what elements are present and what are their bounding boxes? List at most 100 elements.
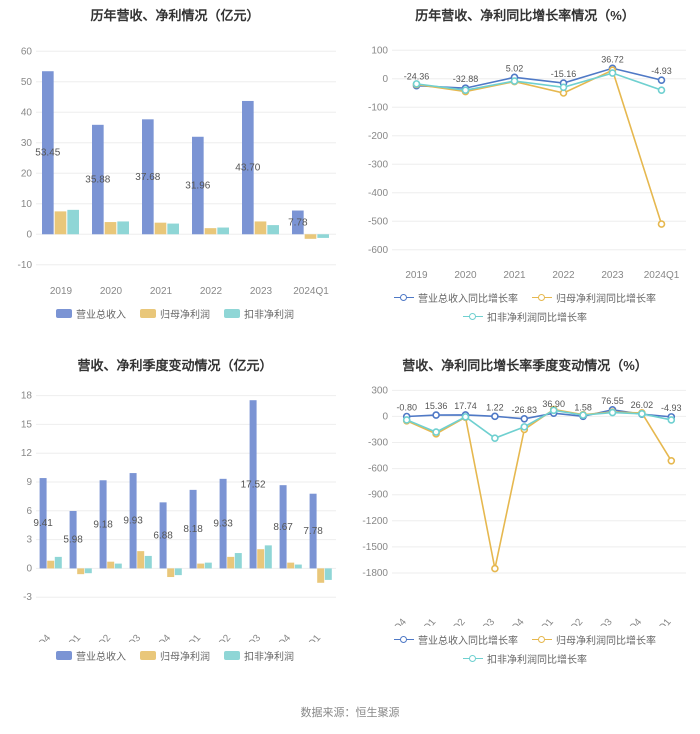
- svg-text:1.22: 1.22: [486, 402, 504, 412]
- svg-text:17.74: 17.74: [454, 401, 477, 411]
- panel-annual-growth: 历年营收、净利同比增长率情况（%） -600-500-400-300-200-1…: [350, 0, 700, 350]
- legend: 营业总收入同比增长率 归母净利润同比增长率扣非净利润同比增长率: [356, 626, 694, 668]
- svg-text:60: 60: [21, 46, 33, 57]
- svg-text:15: 15: [21, 419, 33, 430]
- legend-item: 归母净利润同比增长率: [532, 290, 656, 305]
- svg-text:2021Q4: 2021Q4: [22, 633, 54, 642]
- svg-text:12: 12: [21, 448, 33, 459]
- legend-label: 归母净利润同比增长率: [556, 632, 656, 647]
- legend-label: 归母净利润: [160, 306, 210, 321]
- svg-text:53.45: 53.45: [35, 148, 60, 159]
- svg-text:2022: 2022: [200, 286, 223, 297]
- svg-text:8.67: 8.67: [273, 522, 293, 533]
- svg-text:2022Q4: 2022Q4: [495, 617, 527, 626]
- svg-text:2022Q1: 2022Q1: [52, 633, 84, 642]
- svg-text:9.18: 9.18: [93, 519, 113, 530]
- legend-swatch: [463, 312, 483, 322]
- svg-text:2022Q1: 2022Q1: [407, 617, 439, 626]
- svg-text:18: 18: [21, 391, 33, 402]
- legend-swatch: [224, 309, 240, 318]
- legend-swatch: [394, 293, 414, 303]
- svg-text:0: 0: [26, 563, 32, 574]
- svg-text:37.68: 37.68: [135, 172, 160, 183]
- svg-text:2022Q3: 2022Q3: [466, 617, 498, 626]
- svg-text:0: 0: [382, 411, 388, 422]
- svg-text:-100: -100: [368, 102, 388, 113]
- svg-text:35.88: 35.88: [85, 175, 110, 186]
- svg-text:2024Q1: 2024Q1: [642, 617, 674, 626]
- svg-text:9: 9: [26, 477, 32, 488]
- legend-label: 营业总收入同比增长率: [418, 632, 518, 647]
- legend-label: 营业总收入同比增长率: [418, 290, 518, 305]
- panel-title: 历年营收、净利同比增长率情况（%）: [356, 8, 694, 30]
- legend-item: 归母净利润: [140, 648, 210, 663]
- legend-label: 扣非净利润: [244, 648, 294, 663]
- svg-text:2023: 2023: [601, 270, 624, 281]
- svg-text:-26.83: -26.83: [512, 405, 538, 415]
- legend: 营业总收入 归母净利润扣非净利润: [6, 300, 344, 323]
- svg-text:36.72: 36.72: [601, 54, 624, 64]
- chart-grid: 历年营收、净利情况（亿元） -10010203040506053.4520193…: [0, 0, 700, 700]
- svg-text:50: 50: [21, 77, 33, 88]
- svg-text:-32.88: -32.88: [453, 74, 479, 84]
- svg-text:5.98: 5.98: [63, 535, 83, 546]
- svg-text:1.58: 1.58: [574, 402, 592, 412]
- svg-text:-4.93: -4.93: [651, 66, 672, 76]
- svg-text:8.18: 8.18: [183, 524, 203, 535]
- legend-swatch: [140, 309, 156, 318]
- legend-item: 归母净利润: [140, 306, 210, 321]
- legend-label: 归母净利润同比增长率: [556, 290, 656, 305]
- panel-quarter-revenue: 营收、净利季度变动情况（亿元） -303691215189.412021Q45.…: [0, 350, 350, 700]
- svg-text:2023Q1: 2023Q1: [172, 633, 204, 642]
- svg-text:300: 300: [371, 385, 388, 396]
- svg-text:2022: 2022: [552, 270, 575, 281]
- svg-text:-1800: -1800: [362, 568, 388, 579]
- svg-text:7.78: 7.78: [288, 217, 308, 228]
- svg-text:2024Q1: 2024Q1: [292, 633, 324, 642]
- legend-label: 营业总收入: [76, 648, 126, 663]
- svg-text:0: 0: [382, 74, 388, 85]
- legend: 营业总收入 归母净利润 扣非净利润: [6, 642, 344, 665]
- svg-text:2019: 2019: [50, 286, 73, 297]
- svg-text:2021: 2021: [503, 270, 526, 281]
- svg-text:2023Q3: 2023Q3: [232, 633, 264, 642]
- legend-swatch: [394, 635, 414, 645]
- svg-text:100: 100: [371, 45, 388, 56]
- svg-text:-15.16: -15.16: [551, 69, 577, 79]
- bar-chart-annual: -10010203040506053.45201935.88202037.682…: [6, 30, 344, 300]
- svg-text:2024Q1: 2024Q1: [293, 286, 329, 297]
- svg-text:-1200: -1200: [362, 516, 388, 527]
- svg-text:6.88: 6.88: [153, 530, 173, 541]
- legend-label: 扣非净利润同比增长率: [487, 651, 587, 666]
- panel-annual-revenue: 历年营收、净利情况（亿元） -10010203040506053.4520193…: [0, 0, 350, 350]
- legend-label: 营业总收入: [76, 306, 126, 321]
- svg-text:0: 0: [26, 229, 32, 240]
- legend-item: 扣非净利润: [224, 306, 294, 321]
- panel-title: 营收、净利季度变动情况（亿元）: [6, 358, 344, 380]
- bar-chart-quarter: -303691215189.412021Q45.982022Q19.182022…: [6, 380, 344, 642]
- svg-text:-0.80: -0.80: [396, 403, 417, 413]
- svg-text:2020: 2020: [454, 270, 477, 281]
- svg-text:-300: -300: [368, 438, 388, 449]
- svg-text:2021Q4: 2021Q4: [378, 617, 410, 626]
- legend-swatch: [224, 651, 240, 660]
- panel-title: 营收、净利同比增长率季度变动情况（%）: [356, 358, 694, 380]
- svg-text:2023Q3: 2023Q3: [583, 617, 615, 626]
- svg-text:2024Q1: 2024Q1: [644, 270, 680, 281]
- svg-text:36.90: 36.90: [542, 399, 565, 409]
- svg-text:2023Q1: 2023Q1: [525, 617, 557, 626]
- svg-text:-900: -900: [368, 490, 388, 501]
- svg-text:2023Q2: 2023Q2: [202, 633, 234, 642]
- legend-item: 扣非净利润同比增长率: [463, 309, 587, 324]
- svg-text:2022Q4: 2022Q4: [142, 633, 174, 642]
- svg-text:2020: 2020: [100, 286, 123, 297]
- legend-item: 归母净利润同比增长率: [532, 632, 656, 647]
- svg-text:2022Q2: 2022Q2: [436, 617, 468, 626]
- legend-label: 归母净利润: [160, 648, 210, 663]
- svg-text:5.02: 5.02: [506, 63, 524, 73]
- legend-swatch: [56, 651, 72, 660]
- svg-text:2023Q4: 2023Q4: [613, 617, 645, 626]
- svg-text:-500: -500: [368, 216, 388, 227]
- svg-text:10: 10: [21, 199, 33, 210]
- legend-swatch: [56, 309, 72, 318]
